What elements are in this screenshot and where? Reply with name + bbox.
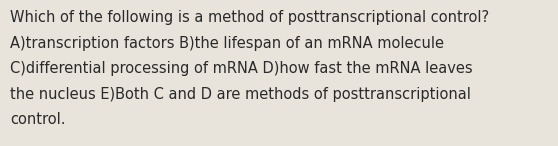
Text: the nucleus E)Both C and D are methods of posttranscriptional: the nucleus E)Both C and D are methods o… <box>10 87 471 102</box>
Text: Which of the following is a method of posttranscriptional control?: Which of the following is a method of po… <box>10 10 489 25</box>
Text: control.: control. <box>10 112 65 127</box>
Text: A)transcription factors B)the lifespan of an mRNA molecule: A)transcription factors B)the lifespan o… <box>10 36 444 51</box>
Text: C)differential processing of mRNA D)how fast the mRNA leaves: C)differential processing of mRNA D)how … <box>10 61 473 76</box>
